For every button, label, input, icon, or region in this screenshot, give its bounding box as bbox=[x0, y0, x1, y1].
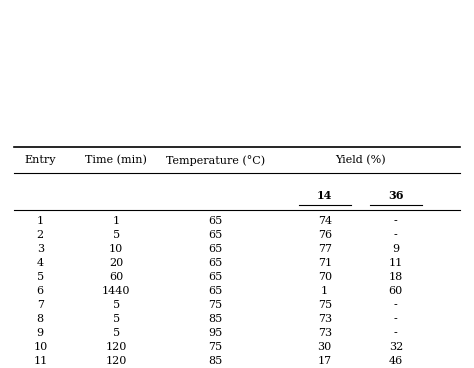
Text: 36: 36 bbox=[388, 190, 403, 201]
Text: 70: 70 bbox=[318, 272, 332, 282]
Text: 1: 1 bbox=[36, 216, 44, 226]
Text: 10: 10 bbox=[109, 244, 123, 254]
Text: 18: 18 bbox=[389, 272, 403, 282]
Text: 75: 75 bbox=[209, 342, 223, 353]
Text: 7: 7 bbox=[37, 300, 44, 310]
Text: Entry: Entry bbox=[25, 155, 56, 165]
Text: 73: 73 bbox=[318, 328, 332, 338]
Text: 11: 11 bbox=[389, 258, 403, 268]
Text: 60: 60 bbox=[389, 286, 403, 296]
Text: 65: 65 bbox=[209, 272, 223, 282]
Text: 95: 95 bbox=[209, 328, 223, 338]
Text: 74: 74 bbox=[318, 216, 332, 226]
Text: 65: 65 bbox=[209, 258, 223, 268]
Text: 1: 1 bbox=[112, 216, 120, 226]
Text: 120: 120 bbox=[105, 342, 127, 353]
Text: 75: 75 bbox=[318, 300, 332, 310]
Text: 85: 85 bbox=[209, 357, 223, 367]
Text: 5: 5 bbox=[112, 314, 120, 324]
Text: -: - bbox=[394, 300, 398, 310]
Text: 5: 5 bbox=[112, 328, 120, 338]
Text: 65: 65 bbox=[209, 286, 223, 296]
Text: 14: 14 bbox=[317, 190, 332, 201]
Text: 32: 32 bbox=[389, 342, 403, 353]
Text: 60: 60 bbox=[109, 272, 123, 282]
Text: 5: 5 bbox=[112, 230, 120, 240]
Text: Yield (%): Yield (%) bbox=[335, 155, 385, 165]
Text: 46: 46 bbox=[389, 357, 403, 367]
Text: Time (min): Time (min) bbox=[85, 155, 147, 165]
Text: 85: 85 bbox=[209, 314, 223, 324]
Text: Temperature (°C): Temperature (°C) bbox=[166, 155, 265, 166]
Text: 8: 8 bbox=[36, 314, 44, 324]
Text: 5: 5 bbox=[112, 300, 120, 310]
Text: 2: 2 bbox=[36, 230, 44, 240]
Text: 3: 3 bbox=[36, 244, 44, 254]
Text: 120: 120 bbox=[105, 357, 127, 367]
Text: -: - bbox=[394, 216, 398, 226]
Text: 1: 1 bbox=[321, 286, 328, 296]
Text: 9: 9 bbox=[36, 328, 44, 338]
Text: 1440: 1440 bbox=[102, 286, 130, 296]
Text: 65: 65 bbox=[209, 244, 223, 254]
Text: 4: 4 bbox=[36, 258, 44, 268]
Text: 75: 75 bbox=[209, 300, 223, 310]
Text: 11: 11 bbox=[33, 357, 47, 367]
Text: 17: 17 bbox=[318, 357, 332, 367]
Text: 76: 76 bbox=[318, 230, 332, 240]
Text: 65: 65 bbox=[209, 216, 223, 226]
Text: 5: 5 bbox=[36, 272, 44, 282]
Text: 9: 9 bbox=[392, 244, 400, 254]
Text: -: - bbox=[394, 328, 398, 338]
Text: 65: 65 bbox=[209, 230, 223, 240]
Text: 77: 77 bbox=[318, 244, 332, 254]
Text: 6: 6 bbox=[36, 286, 44, 296]
Text: 73: 73 bbox=[318, 314, 332, 324]
Text: 71: 71 bbox=[318, 258, 332, 268]
Text: 20: 20 bbox=[109, 258, 123, 268]
Text: 10: 10 bbox=[33, 342, 47, 353]
Text: 30: 30 bbox=[318, 342, 332, 353]
Text: -: - bbox=[394, 230, 398, 240]
Text: -: - bbox=[394, 314, 398, 324]
